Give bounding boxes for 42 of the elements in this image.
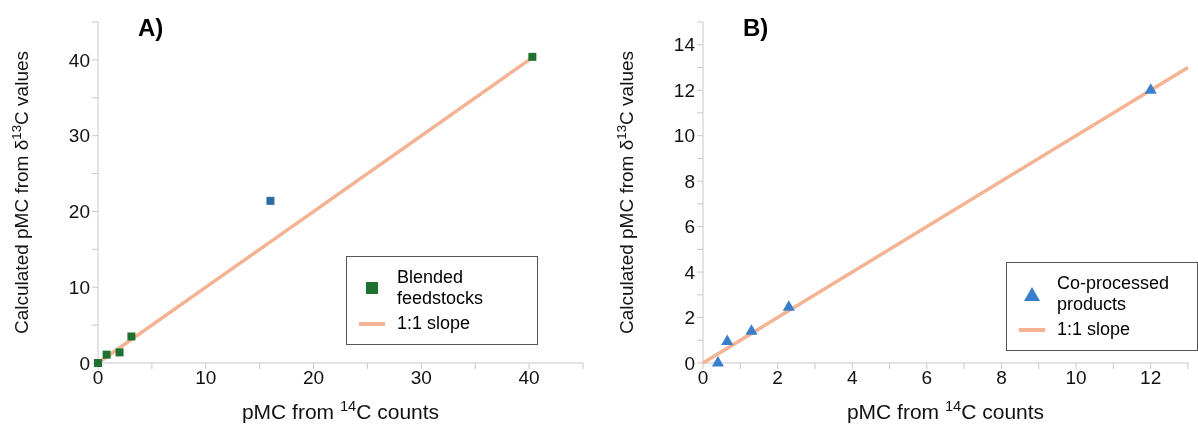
y-tick-label: 12 bbox=[673, 79, 695, 101]
x-tick-label: 20 bbox=[302, 367, 325, 389]
y-tick-label: 2 bbox=[684, 307, 695, 329]
point bbox=[127, 332, 136, 341]
y-tick-label: 0 bbox=[79, 352, 90, 374]
x-tick-label: 6 bbox=[921, 367, 933, 389]
y-tick-label: 10 bbox=[673, 125, 695, 147]
x-axis-title: pMC from $^{14}$C counts bbox=[241, 398, 440, 423]
x-tick-label: 4 bbox=[846, 367, 858, 389]
point bbox=[1144, 83, 1157, 94]
point bbox=[266, 196, 275, 205]
point bbox=[745, 324, 758, 335]
point bbox=[711, 355, 724, 367]
legend-label: 1:1 slope bbox=[397, 313, 471, 334]
x-tick-label: 10 bbox=[195, 367, 217, 389]
point bbox=[102, 350, 111, 359]
y-tick-label: 0 bbox=[684, 352, 695, 374]
y-tick-label: 8 bbox=[684, 170, 695, 192]
y-tick-label: 10 bbox=[68, 276, 90, 298]
y-tick-label: 30 bbox=[68, 125, 90, 147]
y-tick-label: 40 bbox=[68, 49, 90, 71]
point bbox=[721, 334, 734, 345]
chart-title: B) bbox=[743, 14, 769, 42]
point bbox=[528, 52, 537, 61]
y-tick-label: 4 bbox=[684, 261, 696, 283]
point bbox=[115, 348, 124, 357]
x-tick-label: 10 bbox=[1065, 367, 1087, 389]
x-tick-label: 8 bbox=[996, 367, 1007, 389]
x-tick-label: 0 bbox=[92, 367, 104, 389]
x-tick-label: 30 bbox=[410, 367, 432, 389]
x-tick-label: 12 bbox=[1140, 367, 1162, 389]
x-tick-label: 2 bbox=[772, 367, 783, 389]
y-tick-label: 14 bbox=[673, 34, 696, 56]
chart-title: A) bbox=[138, 14, 164, 42]
legend-label: Co-processed products bbox=[1057, 273, 1171, 315]
legend-label: Blended feedstocks bbox=[397, 267, 485, 309]
legend-label: 1:1 slope bbox=[1057, 319, 1131, 340]
x-axis-title: pMC from $^{14}$C counts bbox=[846, 398, 1045, 423]
point bbox=[782, 300, 795, 311]
y-tick-label: 20 bbox=[68, 201, 90, 223]
y-tick-label: 6 bbox=[684, 216, 695, 238]
x-tick-label: 40 bbox=[518, 367, 540, 389]
